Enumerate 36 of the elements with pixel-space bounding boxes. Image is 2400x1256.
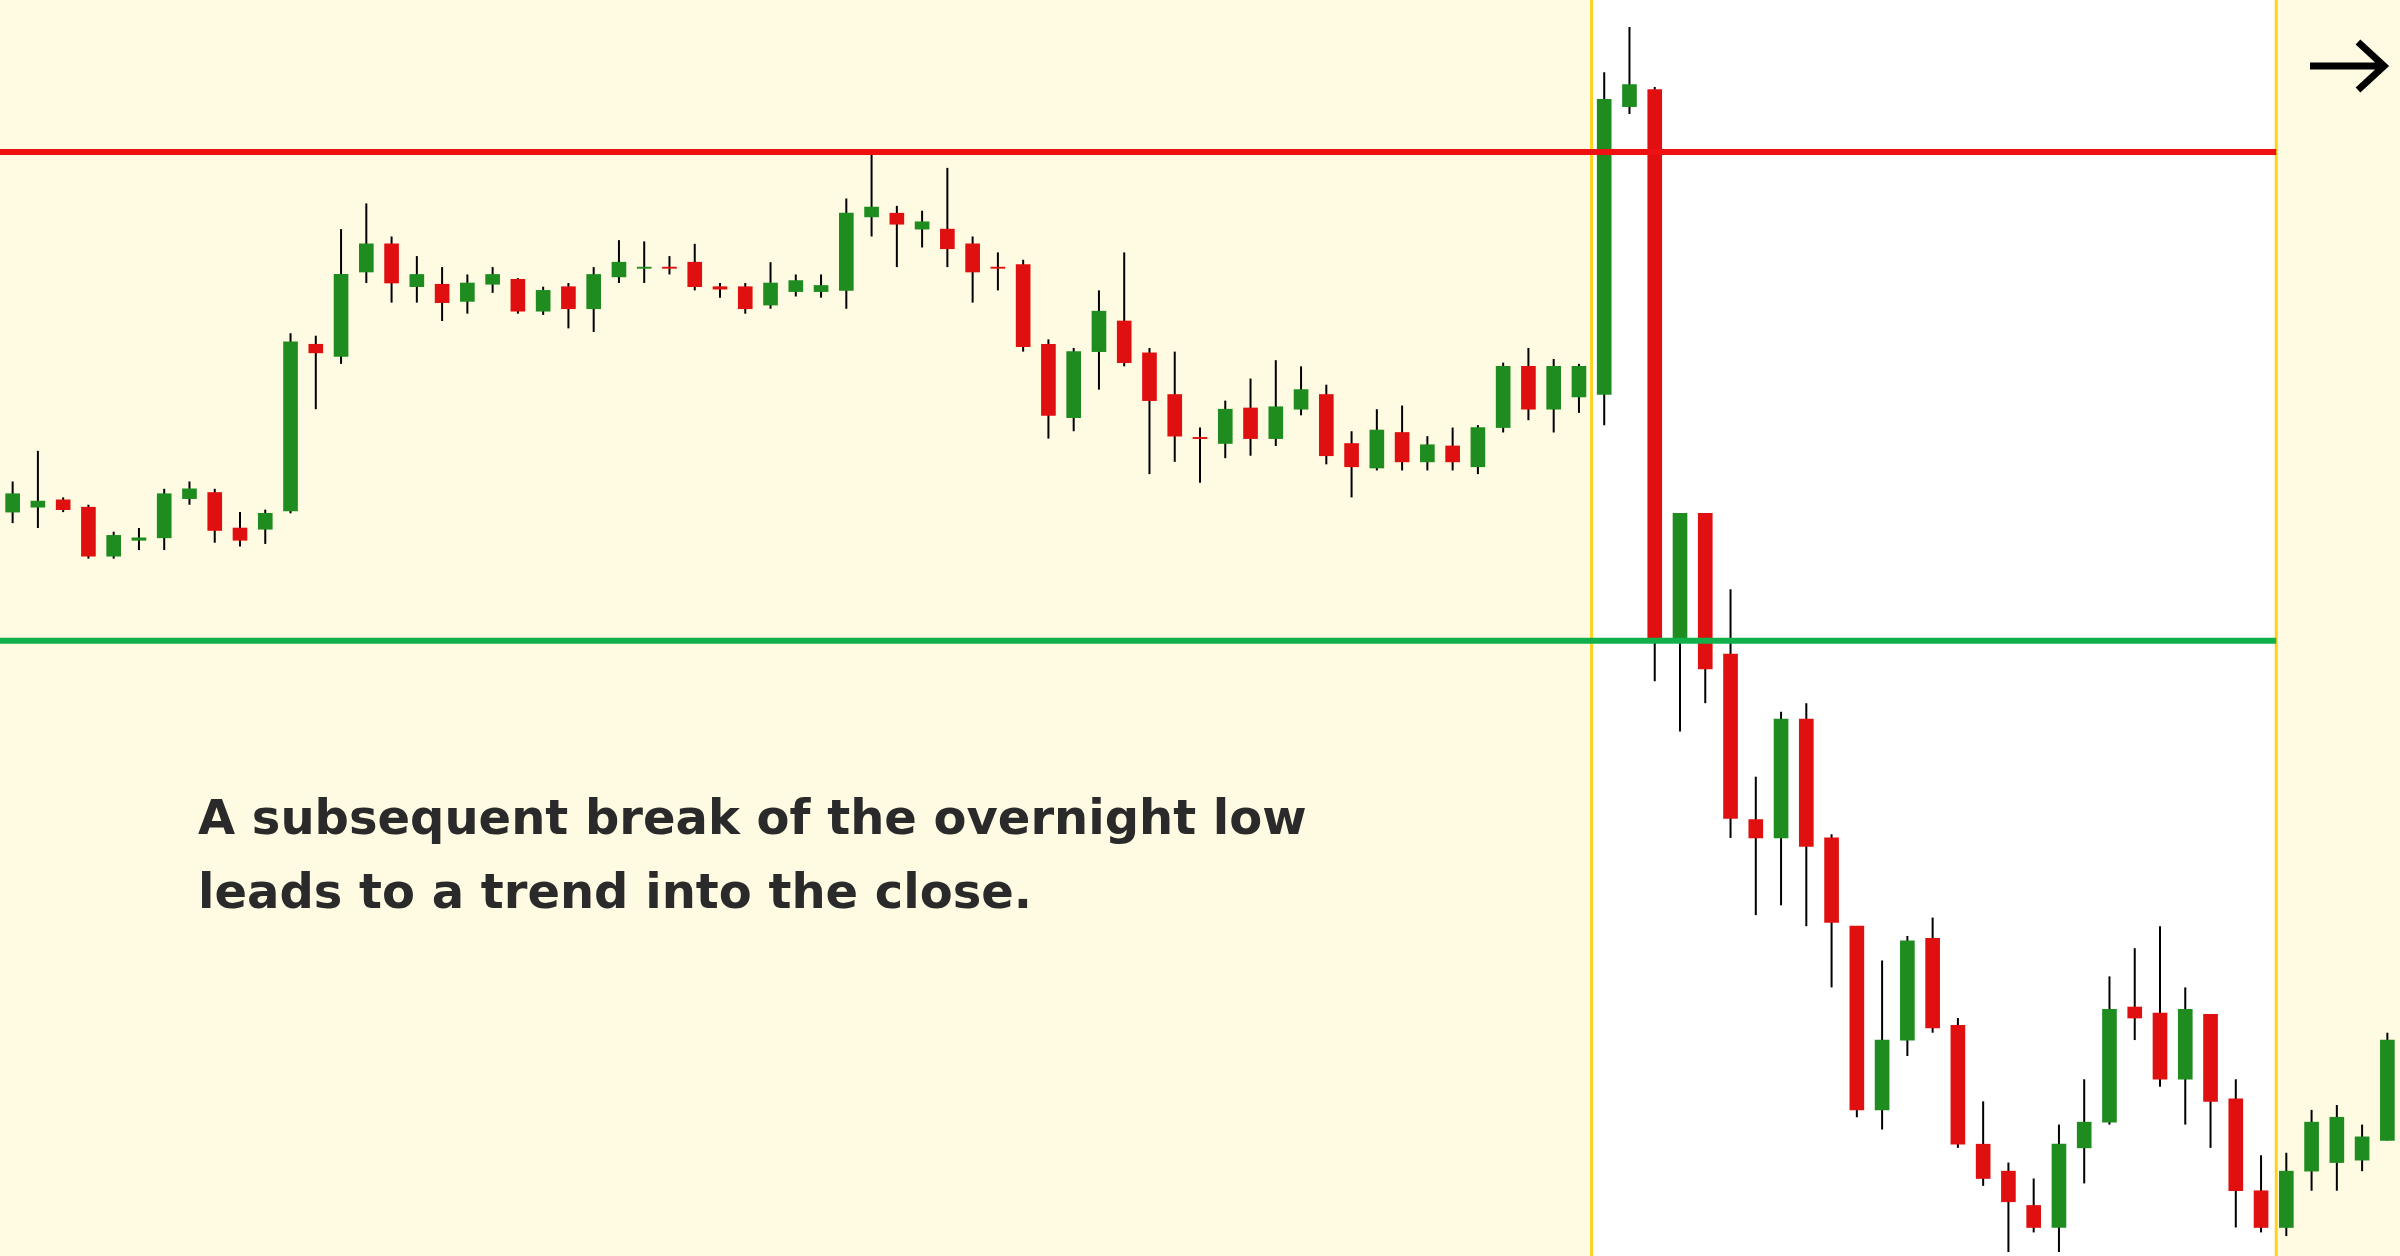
candlestick xyxy=(131,527,147,552)
candlestick xyxy=(990,251,1006,292)
annotation: A subsequent break of the overnight low leads to a trend into the close. xyxy=(198,788,1308,921)
candlestick xyxy=(5,480,20,525)
candlestick xyxy=(485,266,500,294)
candlestick xyxy=(611,239,627,285)
candlestick xyxy=(106,530,122,560)
candlestick xyxy=(182,480,197,506)
candlestick xyxy=(232,511,248,548)
candlestick xyxy=(813,273,829,299)
candlestick xyxy=(2026,1177,2042,1234)
candlestick xyxy=(662,255,677,276)
candlestick xyxy=(409,255,425,304)
candlestick xyxy=(914,209,930,249)
candlestick xyxy=(889,204,905,269)
candlestick xyxy=(561,282,576,330)
candlestick xyxy=(2354,1123,2370,1173)
candlestick xyxy=(1622,26,1637,115)
candlestick xyxy=(763,261,778,310)
candlestick xyxy=(1748,775,1764,917)
candlestick xyxy=(308,334,324,411)
candlestick xyxy=(460,273,475,315)
candlestick xyxy=(1420,435,1435,472)
candlestick xyxy=(636,240,652,285)
candlestick xyxy=(788,273,804,298)
candlestick xyxy=(1192,426,1208,484)
candlestick xyxy=(1344,430,1359,499)
candlestick xyxy=(434,266,450,322)
candlestick xyxy=(2127,947,2143,1042)
candlestick xyxy=(535,285,551,316)
candlestick xyxy=(1293,365,1309,417)
candlestick xyxy=(1445,426,1460,472)
candlestick xyxy=(30,449,46,530)
candlestick xyxy=(737,282,753,315)
candlestick xyxy=(257,508,273,545)
candlestick xyxy=(940,166,955,269)
